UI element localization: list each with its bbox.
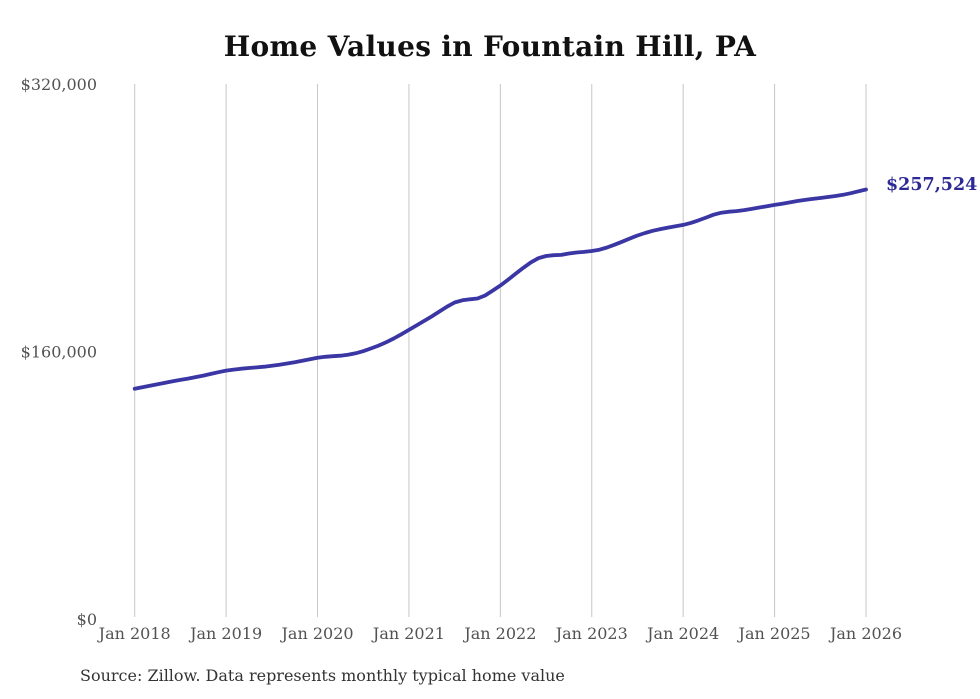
x-tick-label: Jan 2025 [737,624,811,643]
y-tick-label: $0 [77,610,97,629]
source-note: Source: Zillow. Data represents monthly … [80,666,565,685]
chart-title: Home Values in Fountain Hill, PA [223,30,757,63]
x-tick-label: Jan 2026 [828,624,902,643]
value-line [132,187,868,391]
x-tick-label: Jan 2019 [188,624,262,643]
y-tick-label: $320,000 [21,75,97,94]
y-tick-label: $160,000 [21,343,97,362]
x-tick-label: Jan 2021 [371,624,445,643]
x-tick-label: Jan 2020 [279,624,353,643]
x-tick-label: Jan 2024 [645,624,719,643]
axis-labels: Jan 2018 Jan 2019 Jan 2020 Jan 2021 Jan 2022… [21,75,902,643]
latest-value-label: $257,524 [886,175,977,195]
x-tick-label: Jan 2023 [554,624,628,643]
gridlines [134,84,867,617]
x-tick-label: Jan 2022 [462,624,536,643]
x-tick-label: Jan 2018 [97,624,171,643]
